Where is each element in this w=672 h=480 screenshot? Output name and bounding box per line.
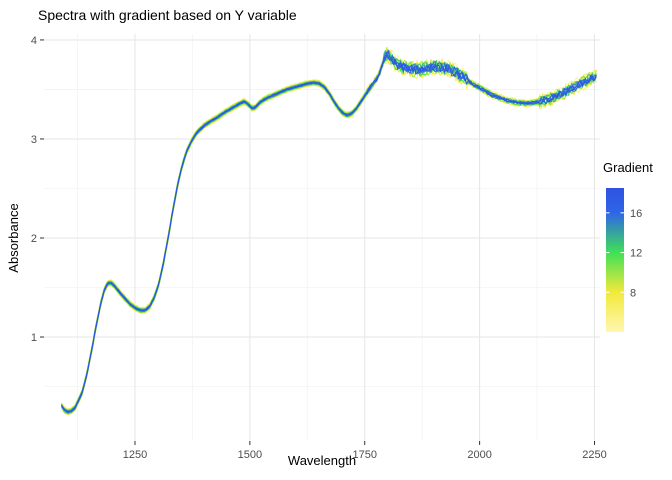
- legend-tick-label: 16: [630, 208, 642, 220]
- y-tick-label: 4: [31, 35, 37, 47]
- y-tick-label: 2: [31, 233, 37, 245]
- x-tick-label: 1250: [123, 449, 147, 461]
- x-tick-label: 2250: [582, 449, 606, 461]
- x-tick-label: 1500: [238, 449, 262, 461]
- x-tick-label: 1750: [352, 449, 376, 461]
- legend-tick-label: 8: [630, 287, 636, 299]
- legend-tick-label: 12: [630, 248, 642, 260]
- x-axis-title: Wavelength: [287, 453, 357, 468]
- legend-colorbar: [606, 188, 624, 332]
- y-tick-label: 3: [31, 134, 37, 146]
- x-tick-label: 2000: [467, 449, 491, 461]
- chart-title: Spectra with gradient based on Y variabl…: [38, 7, 297, 23]
- spectrum-line: [61, 54, 597, 413]
- legend-title: Gradient: [603, 160, 653, 175]
- y-tick-label: 1: [31, 332, 37, 344]
